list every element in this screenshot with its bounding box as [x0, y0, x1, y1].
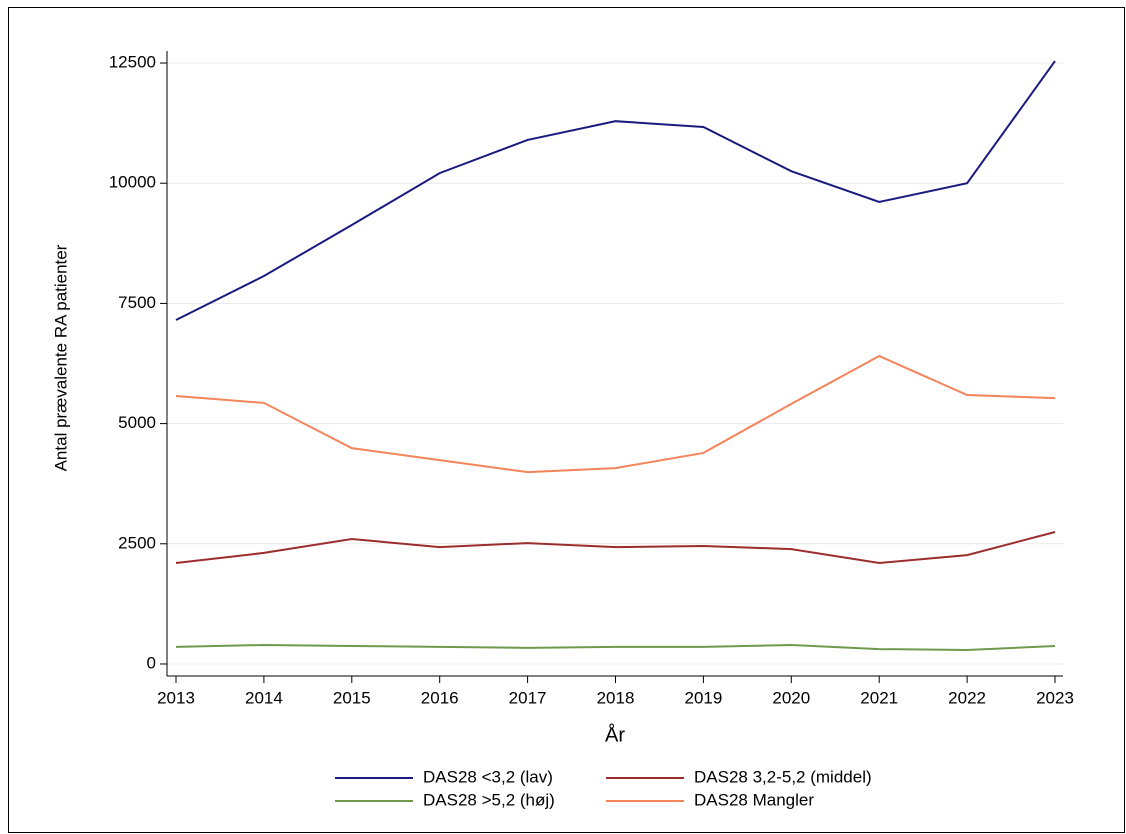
- x-tick-label: 2018: [597, 688, 635, 707]
- x-tick-label: 2017: [509, 688, 547, 707]
- x-tick-label: 2019: [684, 688, 722, 707]
- x-tick-label: 2022: [948, 688, 986, 707]
- y-tick-label: 2500: [118, 533, 156, 552]
- x-tick-label: 2015: [333, 688, 371, 707]
- legend-label: DAS28 >5,2 (høj): [423, 790, 555, 809]
- series-line: [175, 531, 1056, 565]
- series-line: [175, 60, 1056, 321]
- legend-label: DAS28 Mangler: [694, 790, 814, 809]
- x-tick-label: 2013: [157, 688, 195, 707]
- y-tick-label: 0: [147, 653, 156, 672]
- x-tick-label: 2014: [245, 688, 283, 707]
- y-axis-label: Antal prævalente RA patienter: [51, 244, 70, 471]
- series-line: [175, 643, 1056, 652]
- x-tick-label: 2020: [772, 688, 810, 707]
- x-tick-label: 2021: [860, 688, 898, 707]
- x-axis-label: År: [605, 723, 625, 746]
- y-tick-label: 10000: [109, 173, 156, 192]
- y-tick-label: 7500: [118, 293, 156, 312]
- x-tick-label: 2023: [1036, 688, 1074, 707]
- series-line: [175, 354, 1056, 474]
- x-tick-label: 2016: [421, 688, 459, 707]
- legend-label: DAS28 3,2-5,2 (middel): [694, 767, 872, 786]
- y-tick-label: 12500: [109, 53, 156, 72]
- y-tick-label: 5000: [118, 413, 156, 432]
- legend-label: DAS28 <3,2 (lav): [423, 767, 553, 786]
- frame: [8, 7, 1125, 833]
